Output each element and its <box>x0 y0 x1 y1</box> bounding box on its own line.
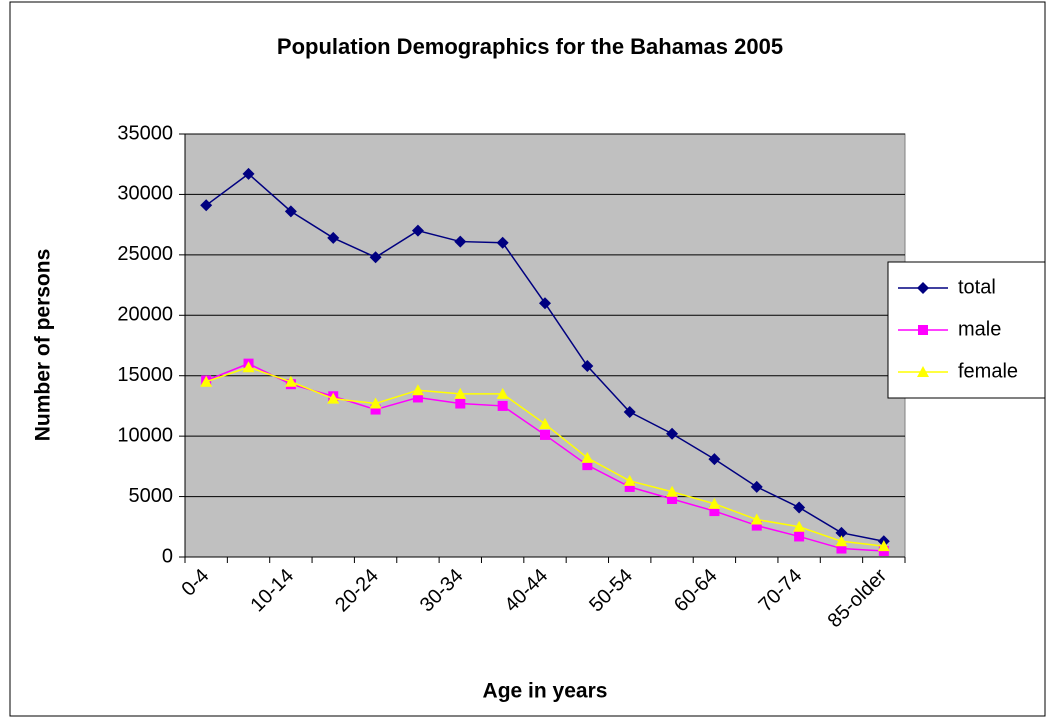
point-marker <box>242 361 255 373</box>
point-marker <box>709 506 720 517</box>
point-marker <box>793 501 806 514</box>
y-tick-label: 15000 <box>117 364 173 386</box>
point-marker <box>581 360 594 373</box>
point-marker <box>200 199 213 212</box>
point-marker <box>877 540 890 552</box>
point-marker <box>624 481 635 492</box>
point-marker <box>708 453 721 466</box>
point-marker <box>623 405 636 418</box>
point-marker <box>539 418 551 430</box>
y-tick-label: 35000 <box>117 122 173 144</box>
y-tick-label: 20000 <box>117 304 173 326</box>
point-marker <box>917 366 929 377</box>
point-marker <box>369 251 382 264</box>
point-marker <box>454 235 467 248</box>
point-marker <box>539 297 551 310</box>
point-marker <box>540 429 550 440</box>
point-marker <box>411 384 424 396</box>
legend-label: male <box>958 318 1001 340</box>
point-marker <box>497 400 508 411</box>
point-marker <box>918 325 928 335</box>
point-marker <box>496 387 509 399</box>
point-marker <box>200 375 213 387</box>
legend-label: total <box>958 276 996 298</box>
point-marker <box>284 205 297 218</box>
point-marker <box>581 451 594 463</box>
point-marker <box>496 236 509 249</box>
point-marker <box>284 375 297 387</box>
point-marker <box>411 224 424 237</box>
point-marker <box>369 397 382 409</box>
point-marker <box>667 493 678 504</box>
point-marker <box>582 460 593 471</box>
y-axis-title: Number of persons <box>32 249 55 442</box>
plot-area <box>184 133 906 558</box>
point-marker <box>750 513 763 525</box>
point-marker <box>835 535 848 547</box>
y-tick-label: 30000 <box>117 183 173 205</box>
x-axis-title: Age in years <box>483 680 608 703</box>
y-tick-label: 0 <box>162 545 173 567</box>
point-marker <box>370 404 381 415</box>
y-tick-label: 10000 <box>117 424 173 446</box>
point-marker <box>412 392 423 403</box>
legend-label: female <box>958 360 1018 382</box>
point-marker <box>327 392 340 404</box>
point-marker <box>751 520 762 531</box>
point-marker <box>623 474 636 486</box>
y-tick-label: 5000 <box>129 485 174 507</box>
point-marker <box>455 398 466 409</box>
point-marker <box>794 531 805 542</box>
point-marker <box>454 387 467 399</box>
point-marker <box>750 480 763 493</box>
point-marker <box>666 427 679 440</box>
chart-title: Population Demographics for the Bahamas … <box>277 34 783 59</box>
point-marker <box>327 231 340 244</box>
point-marker <box>242 167 255 180</box>
point-marker <box>708 497 721 509</box>
point-marker <box>917 282 929 294</box>
point-marker <box>835 526 848 539</box>
point-marker <box>836 543 847 554</box>
point-marker <box>666 485 679 497</box>
y-tick-label: 25000 <box>117 243 173 265</box>
point-marker <box>793 520 806 532</box>
